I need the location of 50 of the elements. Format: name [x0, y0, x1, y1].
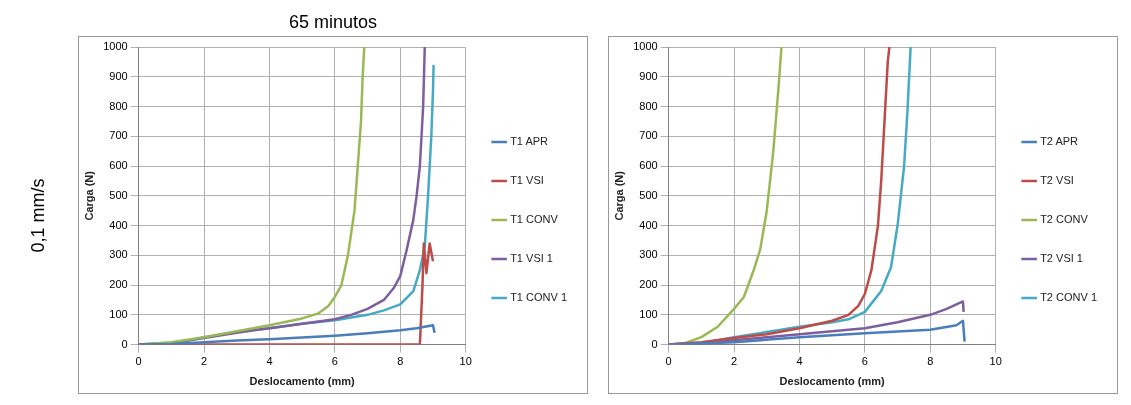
legend-label: T1 CONV: [510, 213, 559, 226]
x-tick-label: 4: [266, 355, 273, 368]
y-tick-label: 700: [639, 129, 658, 142]
legend-label: T2 CONV 1: [1040, 291, 1098, 304]
legend-label: T1 APR: [510, 135, 549, 148]
legend-label: T1 VSI: [510, 174, 544, 187]
legend-label: T2 APR: [1040, 135, 1079, 148]
legend-label: T2 VSI 1: [1040, 252, 1083, 265]
legend-label: T1 CONV 1: [510, 291, 568, 304]
y-tick-label: 900: [639, 69, 658, 82]
y-tick-label: 500: [639, 188, 658, 201]
x-tick-label: 2: [201, 355, 208, 368]
y-tick-label: 100: [639, 307, 658, 320]
y-tick-label: 800: [639, 99, 658, 112]
y-tick-label: 100: [109, 307, 128, 320]
y-tick-label: 700: [109, 129, 128, 142]
legend-label: T1 VSI 1: [510, 252, 553, 265]
y-tick-label: 0: [121, 337, 128, 350]
y-tick-label: 1000: [103, 40, 128, 53]
y-tick-label: 1000: [633, 40, 658, 53]
y-axis-title: Carga (N): [612, 170, 625, 221]
text: 0,1 mm/s: [27, 177, 49, 253]
x-tick-label: 10: [459, 355, 472, 368]
chart-title: 65 minutos: [288, 12, 378, 32]
y-tick-label: 400: [109, 218, 128, 231]
x-tick-label: 8: [397, 355, 404, 368]
x-axis-title: Deslocamento (mm): [249, 375, 356, 388]
y-tick-label: 600: [109, 159, 128, 172]
x-axis-title: Deslocamento (mm): [779, 375, 886, 388]
x-tick-label: 0: [135, 355, 142, 368]
x-tick-label: 8: [927, 355, 934, 368]
y-tick-label: 400: [639, 218, 658, 231]
x-tick-label: 10: [989, 355, 1002, 368]
y-tick-label: 200: [109, 278, 128, 291]
x-tick-label: 0: [665, 355, 672, 368]
y-axis-title: Carga (N): [82, 170, 95, 221]
x-tick-label: 6: [331, 355, 338, 368]
x-tick-label: 2: [731, 355, 738, 368]
x-tick-label: 6: [861, 355, 868, 368]
y-tick-label: 600: [639, 159, 658, 172]
legend-label: T2 CONV: [1040, 213, 1089, 226]
y-tick-label: 300: [639, 248, 658, 261]
legend-label: T2 VSI: [1040, 174, 1074, 187]
x-tick-label: 4: [796, 355, 803, 368]
y-tick-label: 500: [109, 188, 128, 201]
y-tick-label: 800: [109, 99, 128, 112]
y-tick-label: 0: [651, 337, 658, 350]
y-tick-label: 300: [109, 248, 128, 261]
y-tick-label: 200: [639, 278, 658, 291]
y-tick-label: 900: [109, 69, 128, 82]
